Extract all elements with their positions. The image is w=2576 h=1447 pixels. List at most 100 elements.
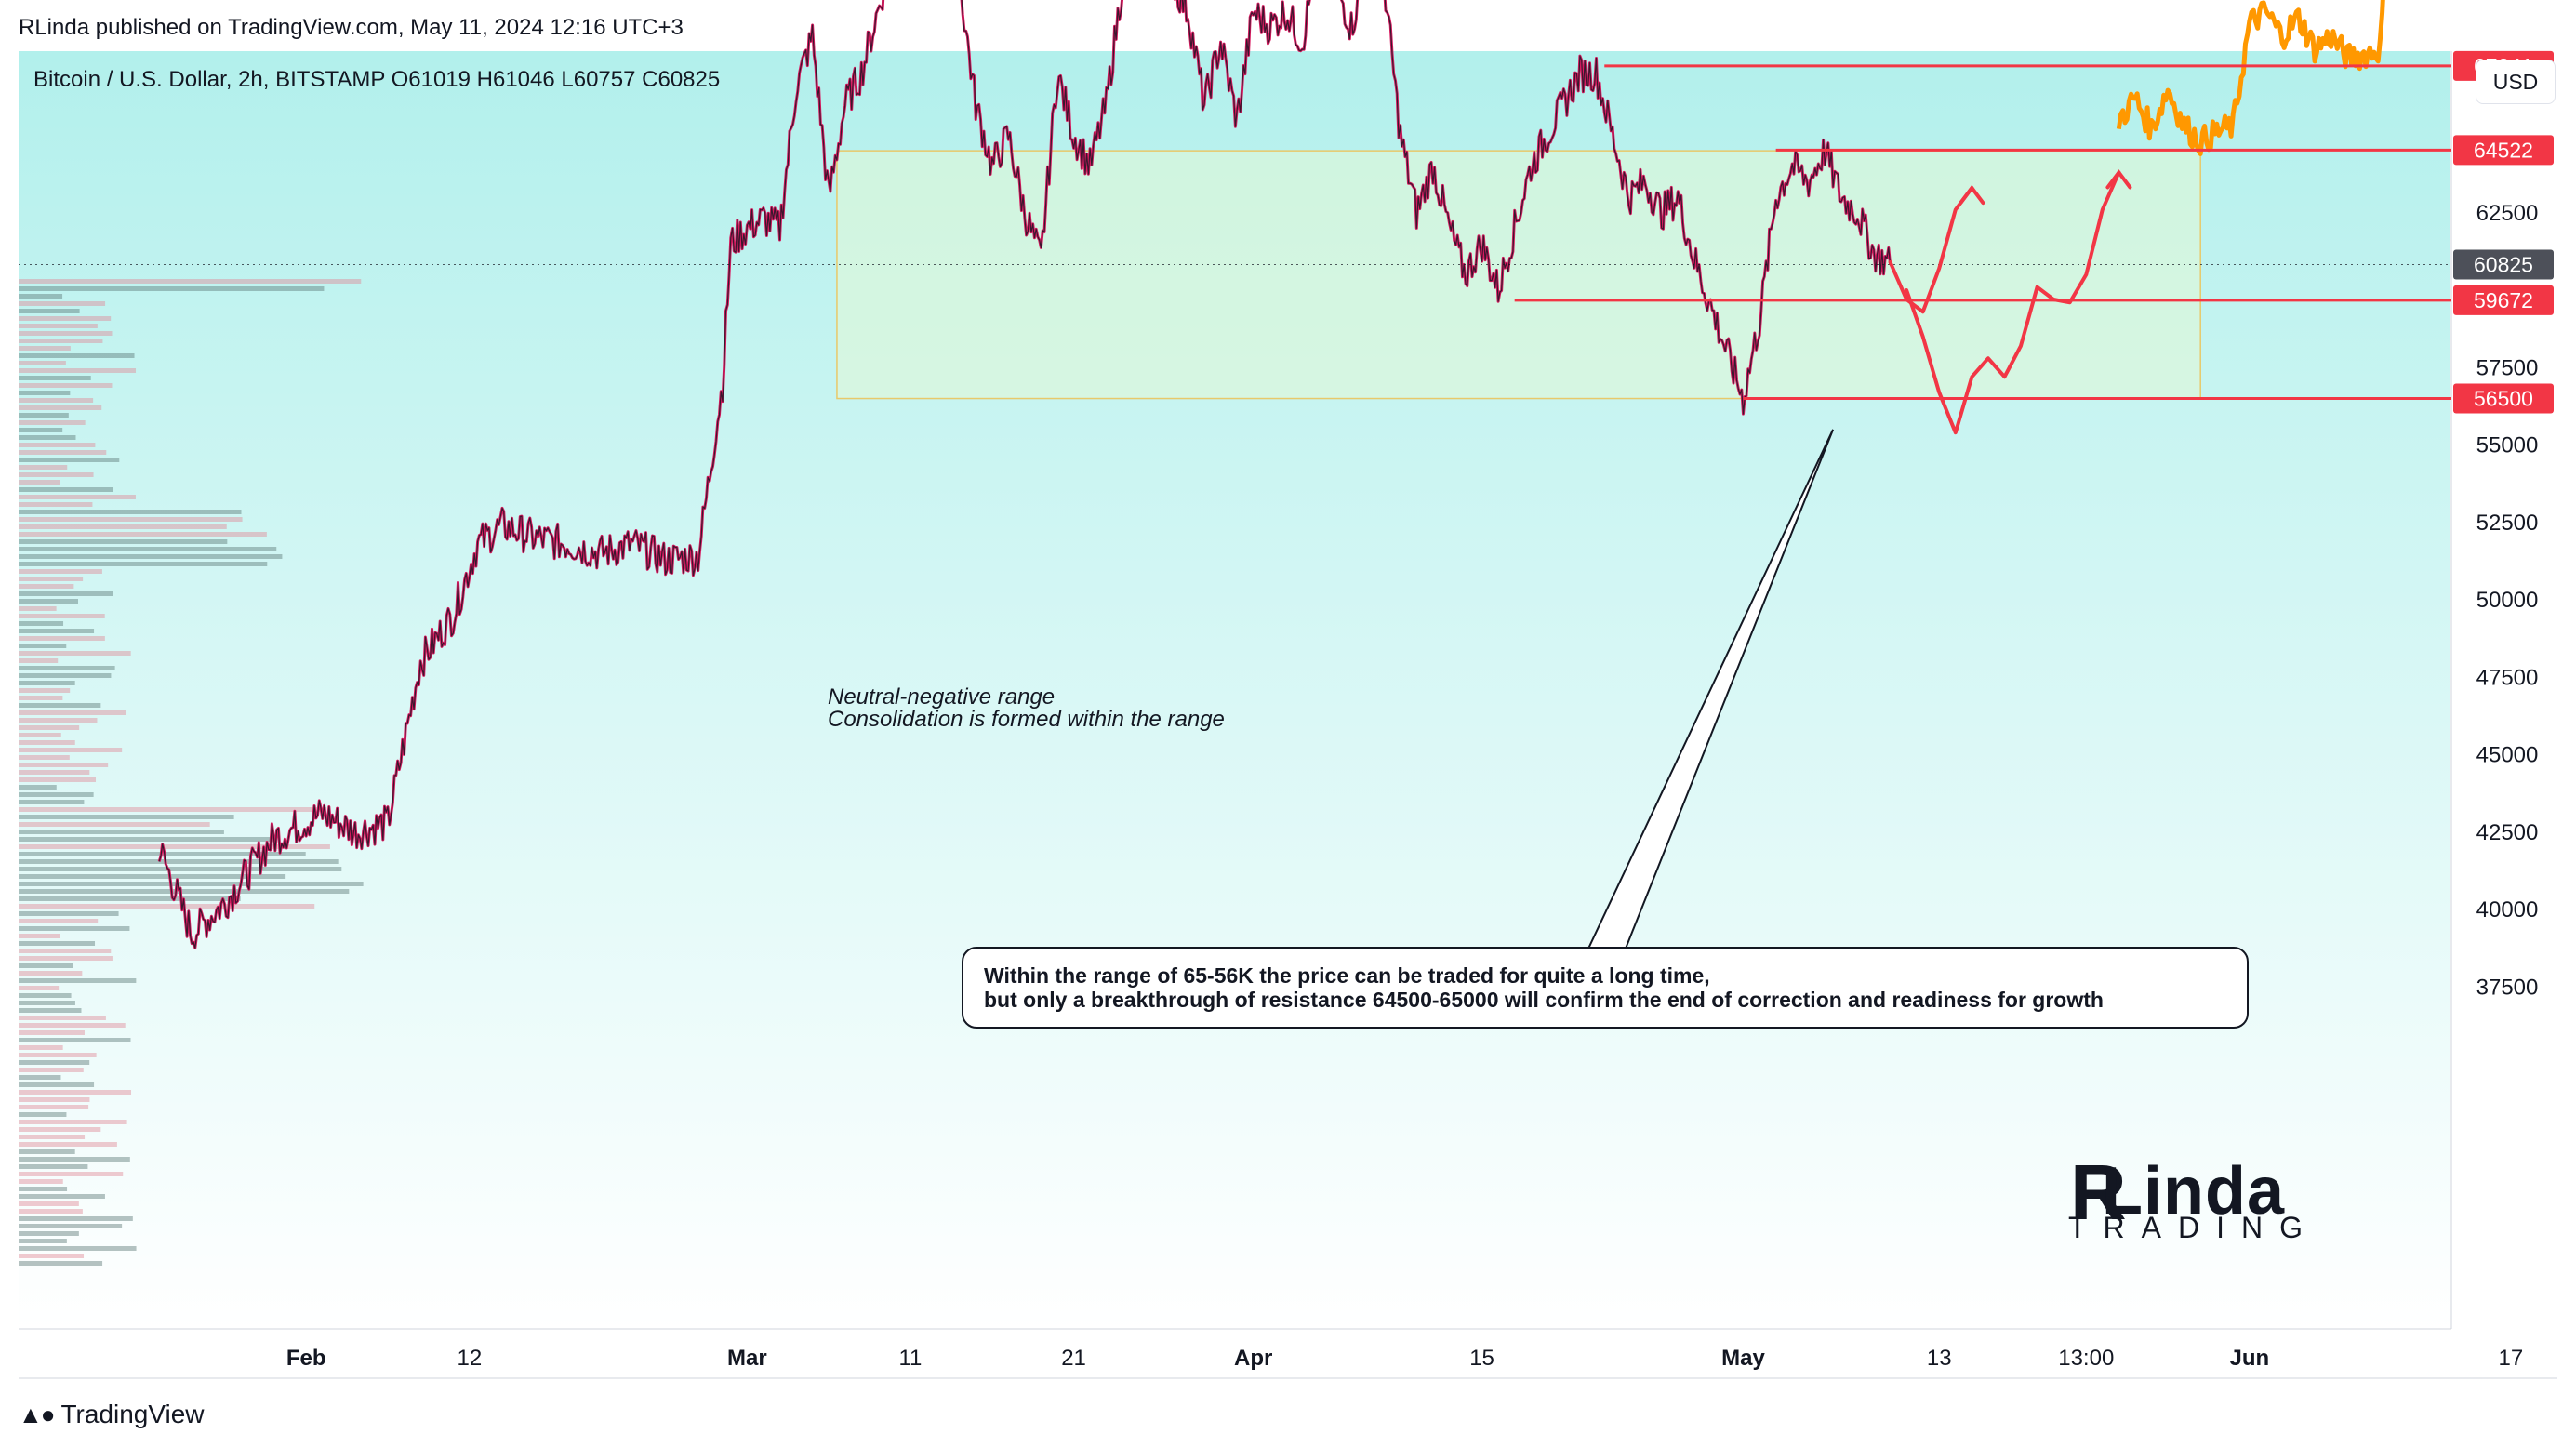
y-tick-label: 62500 [2476,201,2539,226]
volume-profile-bar [19,1075,61,1080]
volume-profile-bar [19,1194,105,1199]
volume-profile-bar [19,1246,137,1251]
volume-profile-bar [19,413,69,418]
volume-profile-bar [19,859,339,864]
volume-profile-bar [19,621,64,626]
volume-profile-bar [19,1120,127,1124]
volume-profile-bar [19,1135,86,1139]
volume-profile-bar [19,554,283,559]
volume-profile-bar [19,383,113,388]
level-56500-label: 56500 [2474,387,2533,411]
volume-profile-bar [19,524,227,529]
volume-profile-bar [19,763,109,767]
y-tick-label: 40000 [2476,897,2539,923]
volume-profile-bar [19,532,267,537]
volume-profile-bar [19,376,91,380]
volume-profile-bar [19,1016,106,1020]
levels-layer: 6724164522596725650060825 [19,50,2554,414]
scenario-path-1 [1888,186,1974,314]
y-tick-label: 55000 [2476,433,2539,458]
volume-profile-bar [19,830,224,834]
volume-profile-bar [19,755,70,760]
y-tick-label: 50000 [2476,588,2539,613]
scenario-layer [1587,169,2132,949]
level-59672-badge [2453,285,2554,315]
volume-profile-bar [19,1172,124,1176]
symbol-legend[interactable]: Bitcoin / U.S. Dollar, 2h, BITSTAMP O610… [33,67,721,92]
callout-line-2: but only a breakthrough of resistance 64… [984,988,2104,1012]
y-tick-label: 45000 [2476,743,2539,768]
volume-profile-bar [19,770,90,775]
volume-profile-bar [19,599,79,604]
range-title: Neutral-negative range [828,684,1056,710]
scenario-path-2-arrowhead [2105,169,2132,190]
volume-profile-bar [19,681,75,685]
volume-profile-bar [19,904,315,909]
volume-profile-bar [19,1254,85,1258]
volume-profile-bar [19,777,97,782]
consolidation-range-box [836,150,2201,400]
volume-profile-bar [19,428,63,432]
volume-profile-bar [19,339,103,343]
volume-profile-bar [19,450,107,455]
volume-profile-bar [19,644,67,648]
volume-profile-bar [19,1082,95,1087]
volume-profile-bar [19,1209,83,1214]
volume-profile-bar [19,1038,131,1042]
brand-mark: R [2070,1148,2127,1236]
volume-profile-bar [19,391,71,395]
volume-profile-bar [19,926,130,931]
volume-profile-bar [19,495,136,499]
tradingview-footer[interactable]: ▲● TradingView [19,1400,205,1429]
price-series-layer [157,0,1892,949]
publish-header: RLinda published on TradingView.com, May… [19,15,684,40]
tradingview-label: TradingView [60,1400,205,1428]
forecast-layer [2116,0,2385,156]
volume-profile-bar [19,666,115,670]
volume-profile-bar [19,1239,67,1243]
x-tick-label: 13:00 [2058,1346,2114,1371]
level-59672-label: 59672 [2474,288,2533,312]
volume-profile-bar [19,547,277,551]
volume-profile-bar [19,487,113,492]
volume-profile-bar [19,316,112,321]
volume-profile-bar [19,562,268,566]
volume-profile-bar [19,480,60,485]
level-64522-badge [2453,135,2554,166]
volume-profile-bar [19,629,95,633]
volume-profile-bar [19,1164,88,1169]
rlinda-brand-logo: R Linda TRADING [2063,1148,2304,1246]
volume-profile-bar [19,294,63,299]
volume-profile-bar [19,740,75,745]
currency-button[interactable]: USD [2476,60,2556,104]
volume-profile-bar [19,368,137,373]
volume-profile [19,279,364,1266]
volume-profile-bar [19,867,342,871]
level-64522-label: 64522 [2474,138,2533,162]
last-price-badge [2453,249,2554,280]
scenario-path-1-arrowhead [1959,184,1985,206]
volume-profile-bar [19,502,93,507]
volume-profile-bar [19,651,131,656]
range-box-layer [836,150,2201,400]
volume-profile-bar [19,1216,133,1221]
volume-profile-bar [19,874,286,879]
volume-profile-bar [19,688,71,693]
volume-profile-bar [19,844,330,849]
volume-profile-bar [19,1201,79,1206]
volume-profile-bar [19,1097,90,1102]
volume-profile-bar [19,919,99,923]
volume-profile-bar [19,800,85,804]
volume-profile-bar [19,1179,63,1184]
volume-profile-bar [19,889,350,894]
y-tick-label: 47500 [2476,665,2539,690]
x-tick-label: Feb [286,1346,326,1371]
volume-profile-bar [19,658,59,663]
volume-profile-bar [19,978,137,983]
volume-profile-bar [19,949,112,953]
volume-profile-bar [19,1187,68,1191]
volume-profile-bar [19,1112,67,1117]
volume-profile-bar [19,539,228,544]
volume-profile-bar [19,1030,85,1035]
